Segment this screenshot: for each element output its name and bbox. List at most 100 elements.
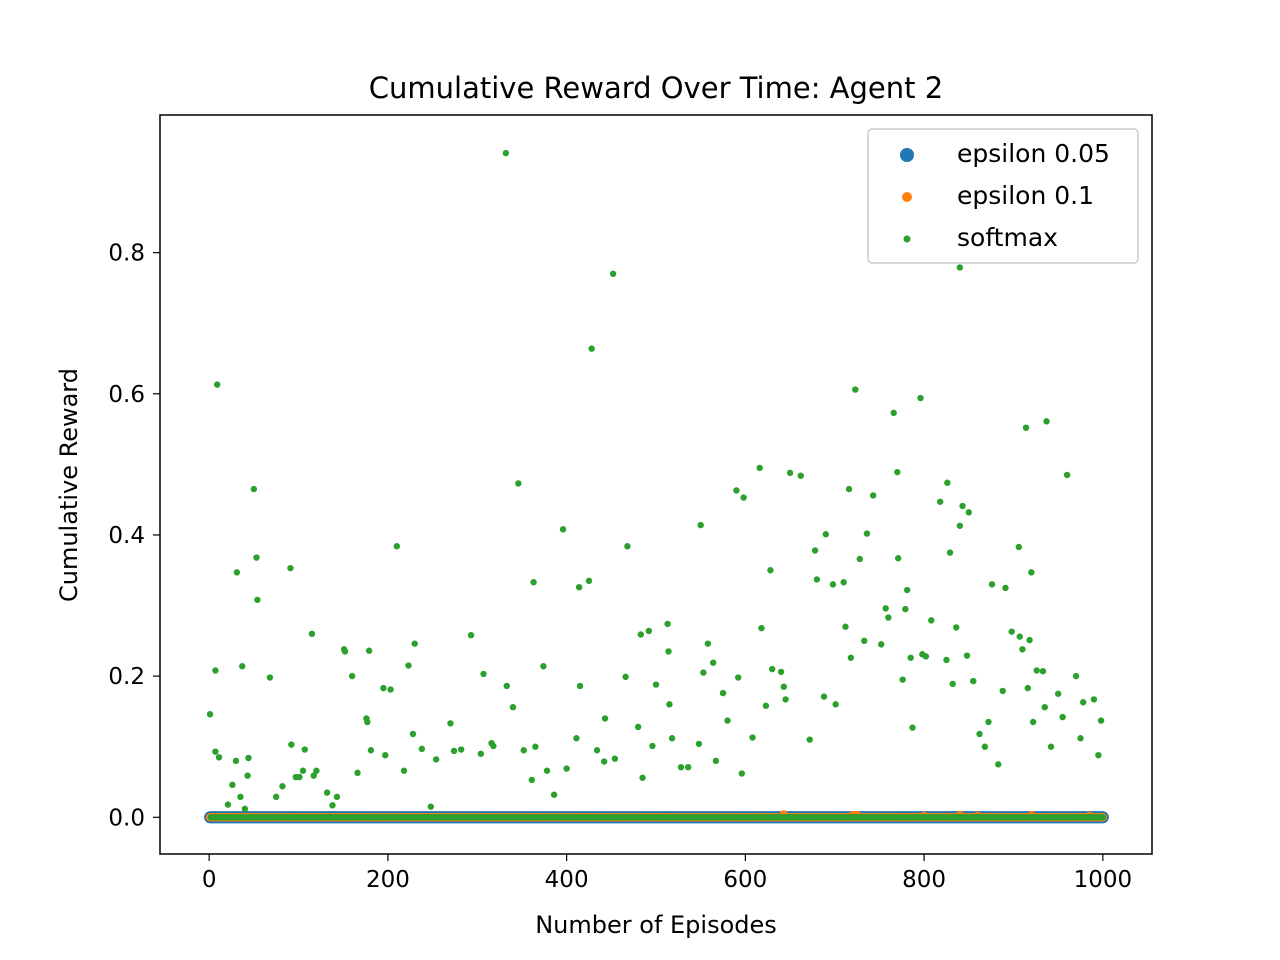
data-point — [1097, 717, 1105, 724]
y-tick-label: 0.2 — [108, 664, 145, 690]
data-point — [450, 747, 458, 755]
data-point — [762, 702, 770, 709]
data-point — [215, 754, 223, 761]
legend-marker-softmax — [903, 235, 911, 243]
data-point — [447, 720, 454, 727]
data-point — [710, 659, 717, 666]
data-point — [1063, 471, 1071, 479]
data-point — [738, 770, 745, 777]
data-point — [909, 724, 916, 731]
data-point — [894, 555, 902, 562]
data-point — [995, 761, 1002, 768]
data-point — [515, 480, 522, 487]
data-point — [712, 757, 720, 765]
data-point — [611, 755, 619, 762]
legend-label-softmax: softmax — [957, 223, 1058, 252]
data-point — [882, 605, 889, 612]
x-axis-ticks: 0 200 400 600 800 1000 — [202, 854, 1132, 893]
legend-label-epsilon-01: epsilon 0.1 — [957, 181, 1094, 210]
data-point — [239, 663, 246, 670]
data-point — [1099, 814, 1107, 821]
data-point — [237, 793, 244, 801]
data-point — [540, 663, 547, 670]
data-point — [232, 757, 240, 765]
data-point — [393, 543, 401, 550]
data-point — [985, 718, 992, 726]
x-tick-label: 1000 — [1074, 867, 1133, 893]
data-point — [976, 730, 983, 738]
data-point — [206, 711, 214, 718]
data-point — [668, 735, 676, 742]
data-point — [600, 758, 608, 765]
data-point — [380, 684, 387, 692]
data-point — [695, 740, 703, 748]
data-point — [782, 696, 789, 703]
data-point — [1047, 743, 1055, 750]
data-point — [1095, 751, 1102, 759]
data-point — [981, 743, 989, 750]
data-point — [1054, 690, 1062, 697]
data-point — [575, 584, 583, 591]
data-point — [756, 464, 763, 472]
data-point — [509, 703, 517, 711]
data-point — [329, 802, 336, 809]
data-point — [1022, 424, 1030, 431]
data-point — [943, 656, 950, 664]
data-point — [1026, 636, 1033, 644]
data-point — [253, 554, 260, 561]
data-point — [299, 767, 307, 774]
data-point — [477, 750, 485, 757]
data-point — [922, 653, 930, 660]
data-point — [530, 579, 537, 586]
data-point — [287, 564, 294, 572]
data-point — [894, 468, 901, 476]
data-point — [953, 624, 960, 631]
data-point — [229, 781, 236, 789]
data-point — [244, 772, 251, 779]
data-point — [786, 469, 794, 477]
data-point — [842, 623, 849, 630]
data-point — [861, 637, 868, 645]
data-point — [890, 409, 897, 417]
data-point — [944, 479, 951, 486]
data-point — [1043, 418, 1050, 425]
data-point — [822, 531, 829, 538]
data-point — [813, 576, 821, 583]
data-point — [637, 631, 645, 638]
data-point — [296, 773, 303, 781]
data-point — [863, 530, 871, 537]
data-point — [1024, 684, 1031, 692]
data-point — [480, 670, 487, 678]
data-point — [902, 605, 909, 613]
data-point — [970, 677, 977, 685]
data-point — [467, 631, 475, 639]
data-point — [634, 723, 642, 731]
data-point — [664, 620, 671, 628]
data-point — [250, 485, 258, 493]
legend: epsilon 0.05 epsilon 0.1 softmax — [867, 128, 1139, 264]
data-point — [609, 270, 617, 278]
data-point — [735, 674, 742, 681]
data-point — [622, 673, 629, 681]
data-point — [806, 736, 813, 743]
data-point — [767, 567, 774, 574]
data-point — [719, 689, 727, 697]
data-point — [724, 717, 731, 724]
data-point — [749, 734, 756, 741]
data-point — [1029, 718, 1037, 726]
data-point — [288, 741, 295, 748]
data-point — [503, 682, 510, 690]
data-point — [382, 751, 389, 759]
data-point — [601, 715, 609, 722]
data-point — [949, 680, 956, 688]
data-point — [310, 772, 317, 779]
y-tick-label: 0.6 — [108, 382, 145, 408]
y-tick-label: 0.4 — [108, 523, 145, 549]
data-point — [1008, 628, 1015, 635]
legend-marker-epsilon-01 — [902, 192, 912, 202]
data-point — [797, 472, 804, 479]
data-point — [214, 381, 221, 388]
x-tick-label: 200 — [366, 867, 410, 893]
data-point — [279, 783, 286, 790]
series-softmax — [206, 149, 1107, 821]
